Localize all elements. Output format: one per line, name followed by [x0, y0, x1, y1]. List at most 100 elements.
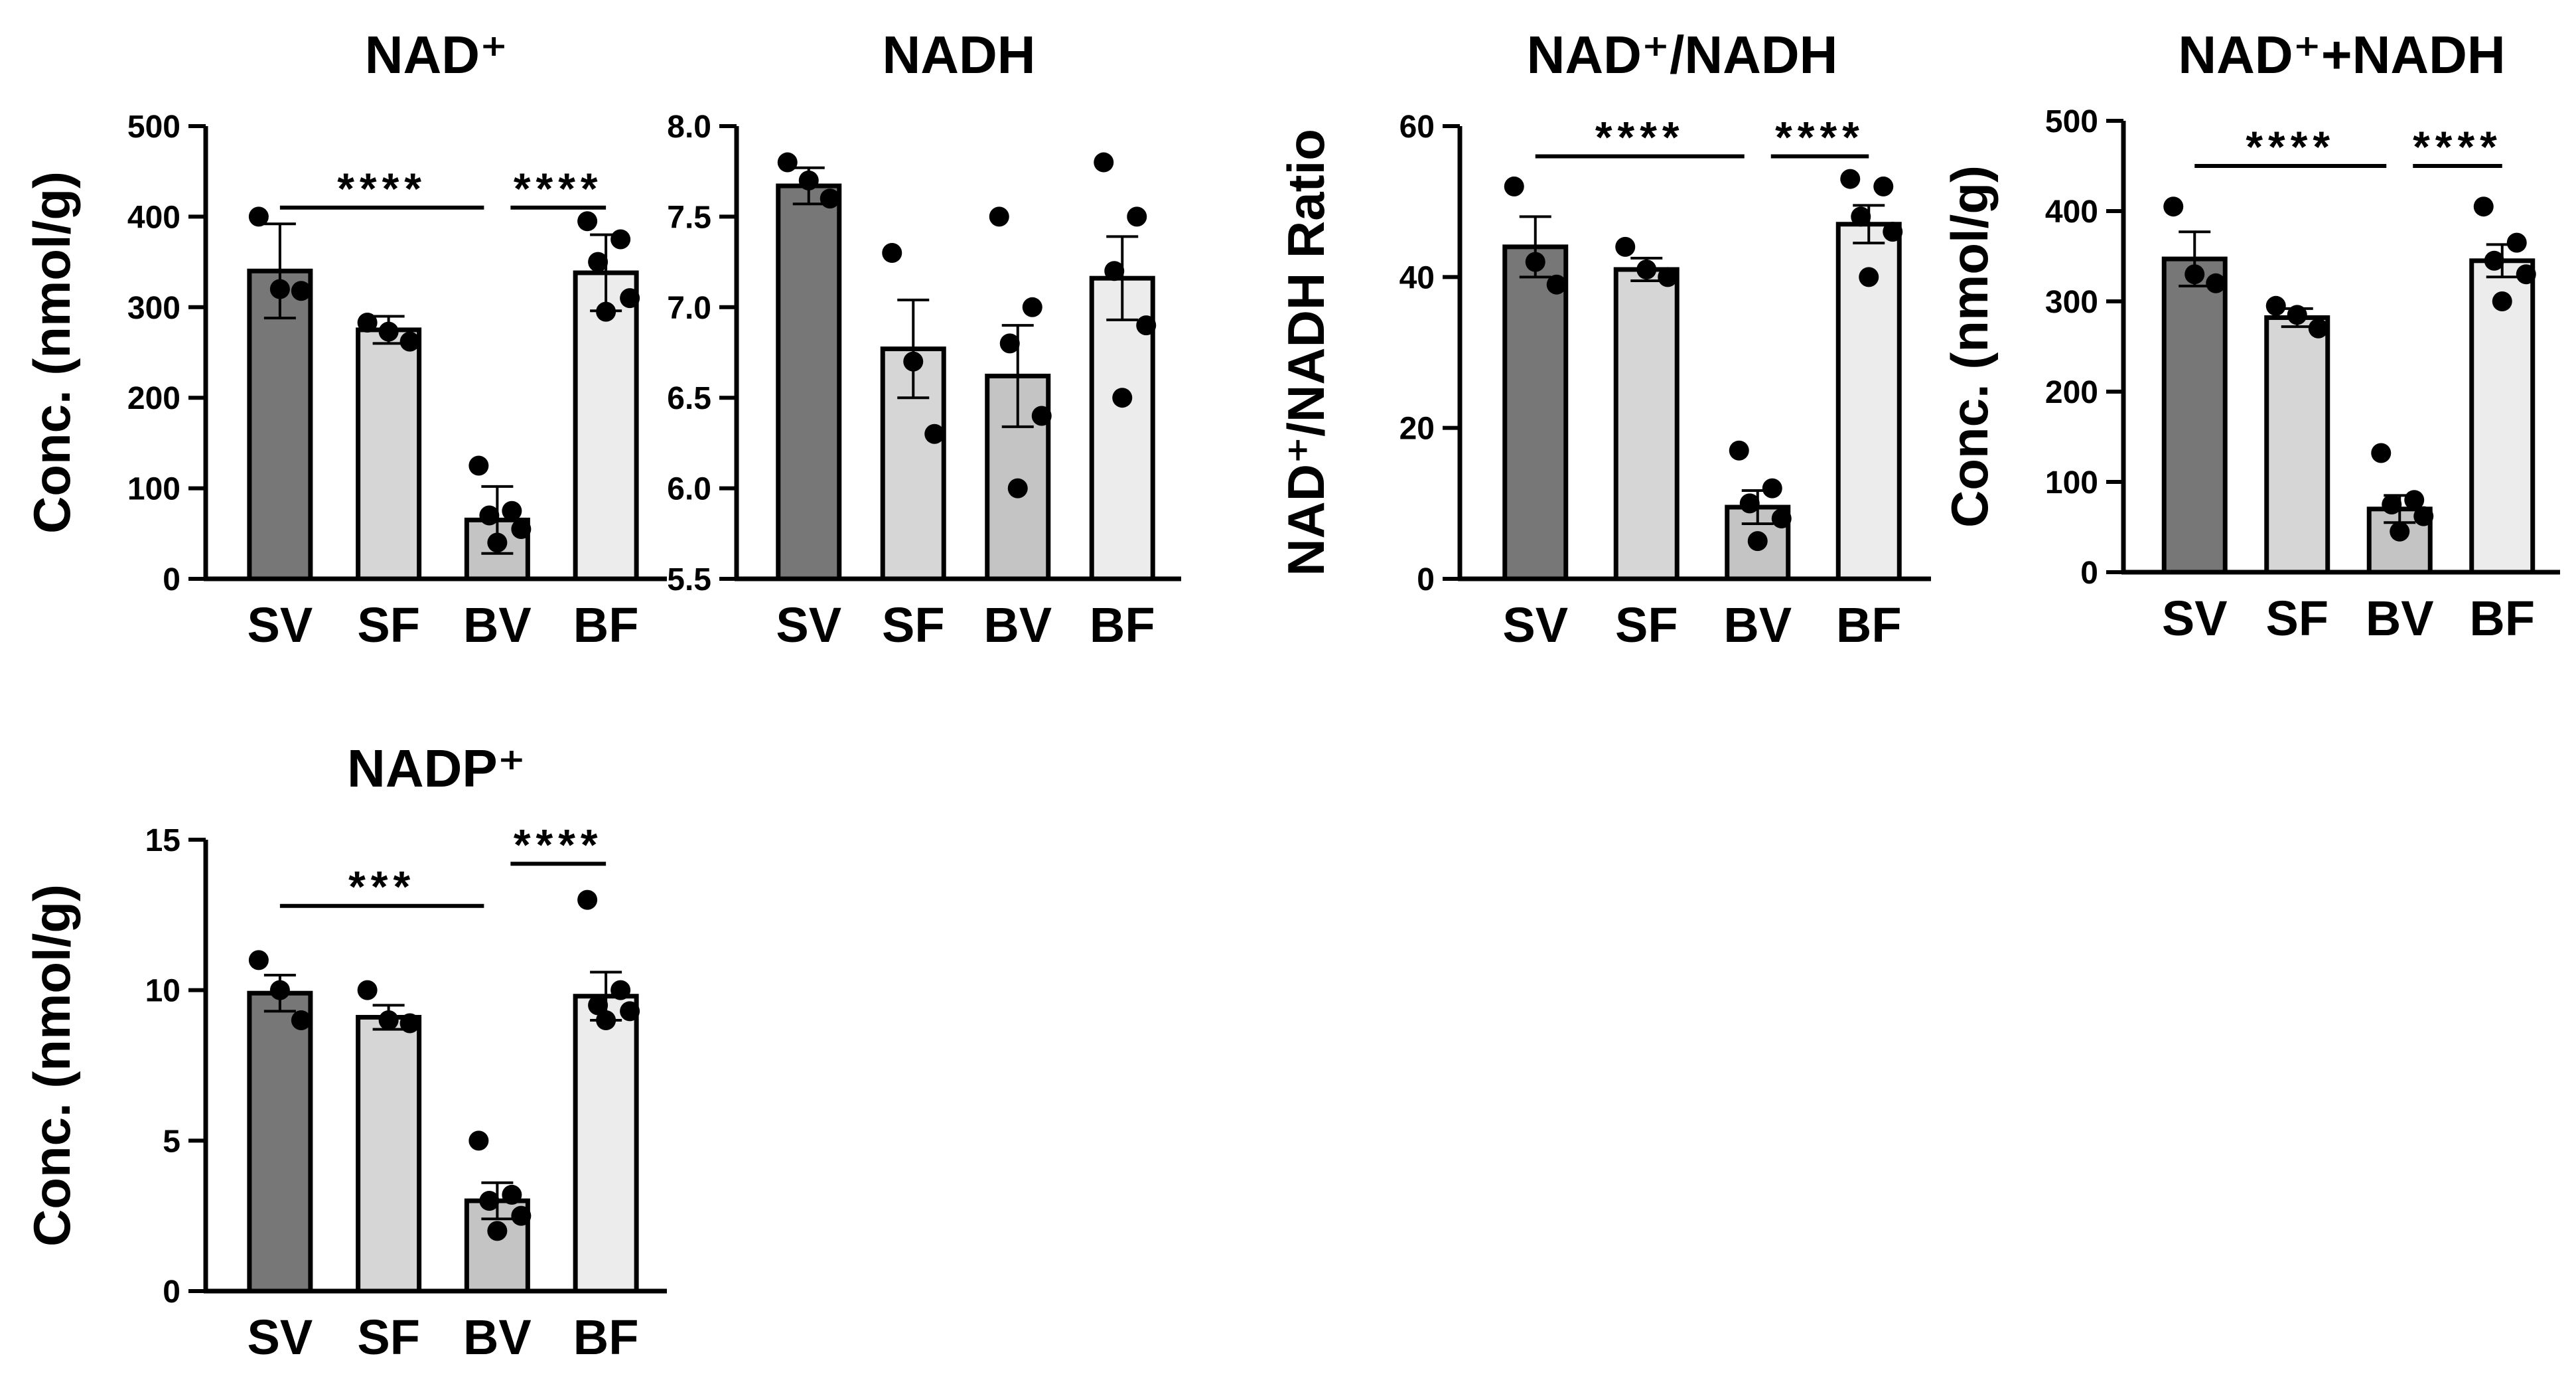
x-tick-label: BF	[573, 597, 639, 653]
y-axis-label: Conc. (nmol/g)	[1940, 165, 1999, 528]
data-point-BF	[1851, 206, 1871, 227]
data-point-SV	[820, 189, 840, 209]
data-point-SV	[798, 170, 819, 191]
y-tick-label: 0	[2080, 556, 2098, 591]
y-tick-label: 7.0	[667, 291, 711, 326]
data-point-BV	[468, 1130, 489, 1151]
data-point-BV	[1007, 478, 1028, 499]
data-point-BF	[2484, 250, 2504, 271]
chart-title: NAD⁺+NADH	[2178, 25, 2505, 84]
data-point-BF	[1840, 169, 1861, 189]
y-tick-label: 400	[2045, 194, 2098, 230]
data-point-BV	[2390, 521, 2410, 542]
significance-label: ****	[1775, 112, 1865, 161]
y-tick-label: 500	[2045, 104, 2098, 139]
y-tick-label: 100	[2045, 465, 2098, 501]
y-tick-label: 7.5	[667, 200, 711, 235]
x-tick-label: SF	[357, 1310, 420, 1365]
significance-label: ****	[2246, 122, 2335, 171]
data-point-SV	[777, 152, 798, 173]
data-point-BV	[1031, 406, 1052, 426]
data-point-BV	[1771, 508, 1792, 529]
data-point-BV	[502, 501, 522, 521]
data-point-BF	[1094, 152, 1114, 173]
data-point-SF	[924, 424, 945, 444]
y-tick-label: 0	[1417, 562, 1435, 597]
data-point-BV	[511, 518, 532, 539]
y-tick-label: 10	[145, 974, 180, 1009]
significance-label: ****	[337, 164, 427, 213]
bar-SV	[776, 183, 842, 581]
data-point-SF	[378, 1010, 399, 1030]
significance-label: ***	[348, 862, 415, 911]
data-point-SF	[357, 980, 378, 1000]
data-point-SF	[1658, 267, 1678, 287]
y-tick-label: 200	[2045, 375, 2098, 410]
data-point-SV	[269, 279, 290, 299]
y-tick-label: 300	[2045, 285, 2098, 320]
x-tick-label: BV	[463, 597, 532, 653]
x-tick-label: SV	[776, 597, 841, 653]
y-tick-label: 0	[163, 562, 180, 597]
data-point-SF	[2265, 295, 2286, 316]
data-point-BF	[1104, 261, 1125, 281]
data-point-SV	[2184, 264, 2205, 285]
data-point-BF	[620, 288, 640, 309]
x-tick-label: BV	[983, 597, 1052, 653]
chart-panel-2: NADH 5.5 6.0 6.5 7.0 7.5 8.0 SV SF BV BF	[667, 25, 1181, 653]
significance-label: ****	[1595, 112, 1685, 161]
y-axis-label: Conc. (nmol/g)	[23, 884, 81, 1247]
data-point-BV	[487, 532, 508, 553]
data-point-BF	[596, 1010, 616, 1030]
data-point-SF	[903, 351, 924, 372]
data-point-BF	[610, 980, 631, 1000]
data-point-BF	[596, 301, 616, 322]
chart-panel-1: NAD⁺ Conc. (nmol/g) 0 100 200 300 400 500 SV SF BV…	[23, 25, 667, 653]
data-point-BV	[2382, 495, 2402, 514]
x-tick-label: BF	[2469, 591, 2535, 646]
data-point-BF	[2492, 291, 2512, 311]
data-point-BF	[1112, 388, 1133, 408]
y-tick-label: 100	[127, 472, 180, 507]
bar-BF	[573, 994, 639, 1294]
x-tick-label: SF	[357, 597, 420, 653]
data-point-SF	[2308, 318, 2328, 339]
data-point-BF	[1859, 267, 1879, 287]
y-tick-label: 60	[1399, 110, 1435, 145]
data-point-SF	[378, 321, 399, 342]
bar-SF	[1613, 267, 1680, 581]
data-point-BF	[610, 229, 631, 250]
y-tick-label: 40	[1399, 260, 1435, 295]
y-tick-label: 5	[163, 1124, 180, 1159]
bar-SF	[2264, 315, 2330, 575]
data-point-SF	[357, 312, 378, 333]
x-tick-label: SF	[2265, 591, 2328, 646]
chart-panel-4: NAD⁺+NADH Conc. (nmol/g) 0 100 200 300 400 500 S…	[1940, 25, 2560, 646]
x-tick-label: SF	[1615, 597, 1678, 653]
chart-panel-3: NAD⁺/NADH NAD⁺/NADH Ratio 0 20 40 60 SV SF BV BF *…	[1277, 25, 1931, 653]
y-axis-label: Conc. (nmol/g)	[23, 171, 81, 534]
data-point-SV	[291, 1010, 311, 1030]
data-point-BV	[502, 1184, 522, 1205]
data-point-SF	[1636, 259, 1657, 279]
data-point-BV	[1729, 440, 1749, 461]
x-tick-label: BV	[2366, 591, 2434, 646]
data-point-SF	[882, 242, 902, 263]
y-tick-label: 5.5	[667, 562, 711, 597]
data-point-BF	[1873, 176, 1894, 196]
bar-SV	[247, 990, 313, 1294]
data-point-BF	[577, 211, 598, 232]
data-point-SV	[248, 950, 269, 970]
y-tick-label: 8.0	[667, 110, 711, 145]
data-point-SV	[2163, 196, 2184, 217]
x-tick-label: SV	[248, 597, 313, 653]
y-tick-label: 500	[127, 110, 180, 145]
data-point-SF	[1615, 236, 1636, 257]
data-point-BV	[511, 1205, 532, 1226]
data-point-BV	[1022, 297, 1042, 317]
data-point-BV	[2413, 506, 2434, 526]
bar-BF	[1835, 222, 1902, 581]
